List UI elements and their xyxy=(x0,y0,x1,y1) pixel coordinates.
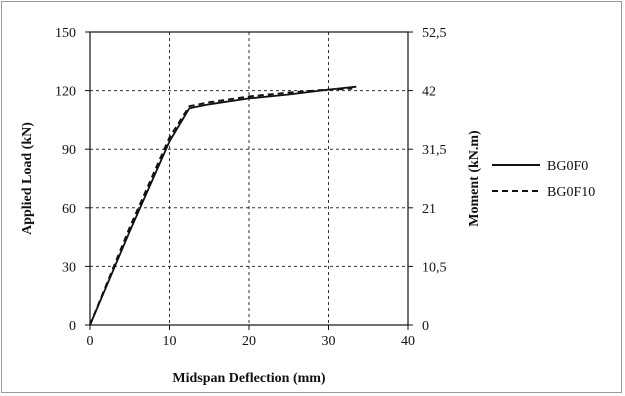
legend-label-bg0f0: BG0F0 xyxy=(547,159,588,174)
y2-axis-title: Moment (kN.m) xyxy=(467,130,482,227)
series-line-bg0f0 xyxy=(89,85,357,326)
y-tick-label: 90 xyxy=(62,143,76,158)
y-tick-label: 150 xyxy=(55,26,76,41)
y2-tick-label: 42 xyxy=(422,85,436,100)
legend-label-bg0f10: BG0F10 xyxy=(547,185,595,200)
series-lines xyxy=(89,85,357,326)
x-tick-label: 20 xyxy=(242,334,256,349)
y2-tick-label: 52,5 xyxy=(422,26,447,41)
x-tick-label: 0 xyxy=(87,334,94,349)
y-tick-label: 30 xyxy=(62,260,76,275)
y-tick-label: 120 xyxy=(55,85,76,100)
x-tick-label: 10 xyxy=(163,334,177,349)
legend: BG0F0 BG0F10 xyxy=(492,159,595,200)
y-axis-title: Applied Load (kN) xyxy=(20,122,35,235)
x-tick-label: 30 xyxy=(322,334,336,349)
y2-tick-label: 10,5 xyxy=(422,260,447,275)
y2-tick-label: 31,5 xyxy=(422,143,447,158)
y2-tick-label: 0 xyxy=(422,319,429,334)
series-line-bg0f10 xyxy=(89,87,353,326)
y2-tick-label: 21 xyxy=(422,202,436,217)
x-tick-label: 40 xyxy=(401,334,415,349)
y-tick-label: 60 xyxy=(62,202,76,217)
x-axis-title: Midspan Deflection (mm) xyxy=(172,371,326,386)
y-tick-label: 0 xyxy=(69,319,76,334)
grid-lines xyxy=(90,32,408,325)
